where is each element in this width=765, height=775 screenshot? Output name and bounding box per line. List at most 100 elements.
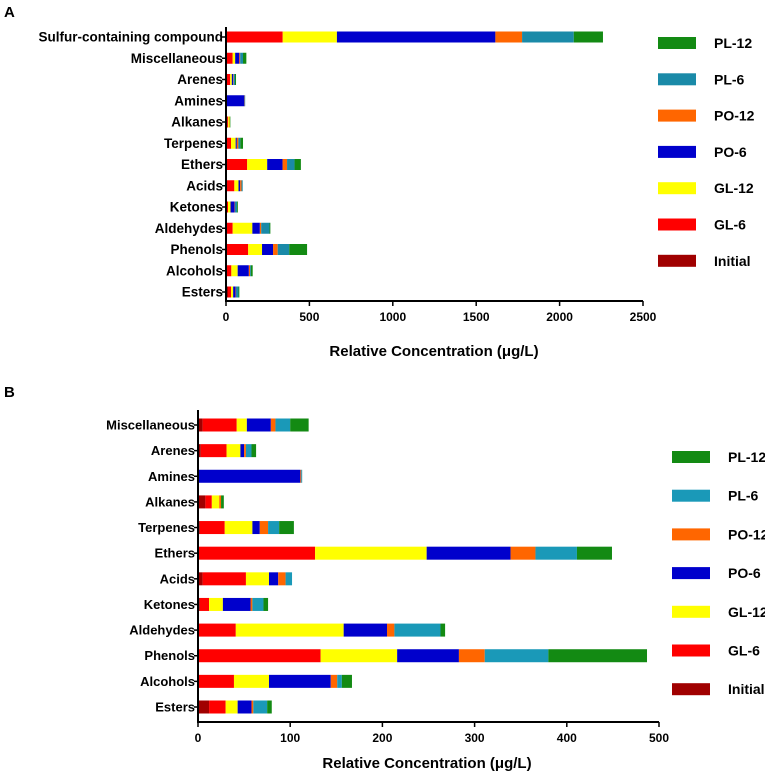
- a-bar-esters-pl-6: [236, 286, 239, 298]
- a-bar-terpenes-gl-6: [226, 137, 231, 149]
- a-x-tick-label: 1500: [463, 310, 490, 324]
- a-bar-miscellaneous-po-12: [239, 52, 241, 64]
- a-bar-arenes-po-12: [233, 74, 234, 85]
- a-bar-miscellaneous-gl-6: [226, 52, 233, 64]
- b-bar-esters-pl-6: [253, 700, 268, 714]
- a-bar-sulfur-containing-compound-po-12: [495, 31, 523, 43]
- a-bar-terpenes-gl-12: [231, 137, 236, 149]
- b-bar-alkanes-pl-12: [221, 495, 224, 509]
- a-bar-acids-gl-12: [234, 180, 239, 192]
- panel-b-bars: [198, 418, 648, 714]
- panel-b-x-axis-title: Relative Concentration (μg/L): [322, 755, 531, 772]
- b-bar-miscellaneous-po-6: [246, 418, 271, 432]
- a-bar-terpenes-po-6: [235, 137, 237, 149]
- a-category-label-alkanes: Alkanes: [171, 115, 223, 130]
- b-bar-aldehydes-pl-6: [394, 623, 441, 637]
- panel-a-x-ticks: 0 500 1000 1500 2000 2500: [223, 301, 657, 324]
- b-category-label-terpenes: Terpenes: [138, 520, 195, 535]
- a-bar-ethers-gl-6: [226, 159, 248, 170]
- b-bar-esters-po-12: [251, 700, 254, 714]
- panel-b-label: B: [4, 384, 15, 401]
- b-bar-alcohols-po-6: [268, 674, 331, 688]
- a-bar-sulfur-containing-compound-po-6: [336, 31, 496, 43]
- panel-a: A Sulfur-containing compound Miscellaneou…: [4, 4, 755, 360]
- panel-a-x-axis-title: Relative Concentration (μg/L): [329, 343, 538, 360]
- b-bar-ethers-gl-12: [315, 546, 427, 560]
- b-category-label-phenols: Phenols: [144, 648, 195, 663]
- a-legend-label-po-12: PO-12: [714, 108, 755, 124]
- panel-a-label: A: [4, 4, 15, 21]
- a-x-tick-label: 1000: [379, 310, 406, 324]
- b-bar-arenes-pl-6: [245, 444, 252, 458]
- b-bar-arenes-gl-6: [200, 444, 227, 458]
- b-bar-acids-initial: [198, 572, 203, 586]
- a-bar-aldehydes-gl-12: [232, 222, 253, 234]
- b-bar-arenes-po-6: [240, 444, 245, 458]
- a-legend-label-initial: Initial: [714, 253, 751, 269]
- a-bar-alcohols-po-12: [248, 265, 251, 277]
- a-bar-alcohols-gl-6: [226, 265, 232, 277]
- b-bar-aldehydes-gl-12: [235, 623, 344, 637]
- b-x-tick-label: 300: [465, 731, 485, 745]
- b-x-tick-label: 400: [557, 731, 577, 745]
- b-bar-miscellaneous-pl-12: [290, 418, 309, 432]
- a-bar-phenols-po-12: [273, 244, 278, 255]
- b-category-label-esters: Esters: [155, 700, 195, 715]
- a-x-tick-label: 0: [223, 310, 230, 324]
- b-bar-miscellaneous-gl-12: [236, 418, 247, 432]
- a-legend-swatch-gl-6: [658, 218, 696, 231]
- b-bar-acids-pl-6: [285, 572, 293, 586]
- a-bar-aldehydes-pl-12: [269, 222, 271, 234]
- a-category-label-aldehydes: Aldehydes: [155, 221, 223, 236]
- a-bar-acids-po-6: [238, 180, 241, 192]
- b-bar-acids-po-12: [278, 572, 286, 586]
- a-bar-ethers-pl-12: [294, 159, 301, 170]
- b-bar-phenols-po-12: [458, 649, 485, 663]
- a-bar-arenes-pl-12: [235, 74, 237, 85]
- a-category-label-ethers: Ethers: [181, 157, 223, 172]
- a-bar-phenols-pl-6: [277, 244, 290, 255]
- b-bar-alkanes-gl-6: [205, 495, 212, 509]
- b-bar-arenes-initial: [198, 444, 201, 458]
- a-bar-phenols-po-6: [262, 244, 274, 255]
- b-legend-label-pl-6: PL-6: [728, 488, 759, 504]
- a-bar-amines-po-12: [244, 95, 245, 107]
- a-bar-esters-pl-12: [238, 286, 240, 298]
- b-bar-alcohols-po-12: [330, 674, 338, 688]
- b-bar-phenols-pl-12: [548, 649, 648, 663]
- a-bar-amines-pl-6: [244, 95, 246, 107]
- a-category-label-miscellaneous: Miscellaneous: [131, 51, 223, 66]
- b-category-label-amines: Amines: [148, 469, 195, 484]
- b-bar-terpenes-po-12: [259, 521, 269, 535]
- a-bar-arenes-gl-6: [226, 74, 231, 85]
- b-category-label-ketones: Ketones: [144, 597, 195, 612]
- a-bar-terpenes-po-12: [236, 137, 239, 149]
- b-bar-aldehydes-po-12: [387, 623, 395, 637]
- a-bar-esters-po-12: [235, 286, 237, 298]
- b-legend-swatch-po-6: [672, 567, 710, 580]
- a-bar-ethers-pl-6: [287, 159, 295, 170]
- b-legend-label-gl-6: GL-6: [728, 643, 760, 659]
- b-bar-esters-gl-12: [225, 700, 238, 714]
- a-bar-alkanes-gl-6: [227, 116, 229, 128]
- b-legend-swatch-pl-12: [672, 451, 710, 463]
- a-legend-label-pl-12: PL-12: [714, 35, 752, 51]
- a-bar-terpenes-pl-6: [238, 137, 241, 149]
- a-category-label-terpenes: Terpenes: [164, 136, 223, 151]
- a-bar-aldehydes-po-6: [252, 222, 260, 234]
- b-category-label-acids: Acids: [160, 571, 195, 586]
- b-category-label-alcohols: Alcohols: [140, 674, 195, 689]
- b-legend-swatch-gl-12: [672, 605, 710, 618]
- a-bar-ethers-po-6: [267, 159, 283, 170]
- b-bar-aldehydes-gl-6: [198, 623, 236, 637]
- b-bar-ketones-pl-12: [263, 597, 269, 611]
- b-category-label-miscellaneous: Miscellaneous: [106, 418, 195, 433]
- b-bar-esters-po-6: [237, 700, 252, 714]
- b-bar-ketones-pl-6: [252, 597, 264, 611]
- a-bar-ketones-gl-12: [228, 201, 231, 213]
- a-bar-ketones-po-12: [234, 201, 236, 213]
- b-legend-swatch-gl-6: [672, 644, 710, 657]
- a-legend-swatch-gl-12: [658, 182, 696, 195]
- b-category-label-alkanes: Alkanes: [145, 494, 195, 509]
